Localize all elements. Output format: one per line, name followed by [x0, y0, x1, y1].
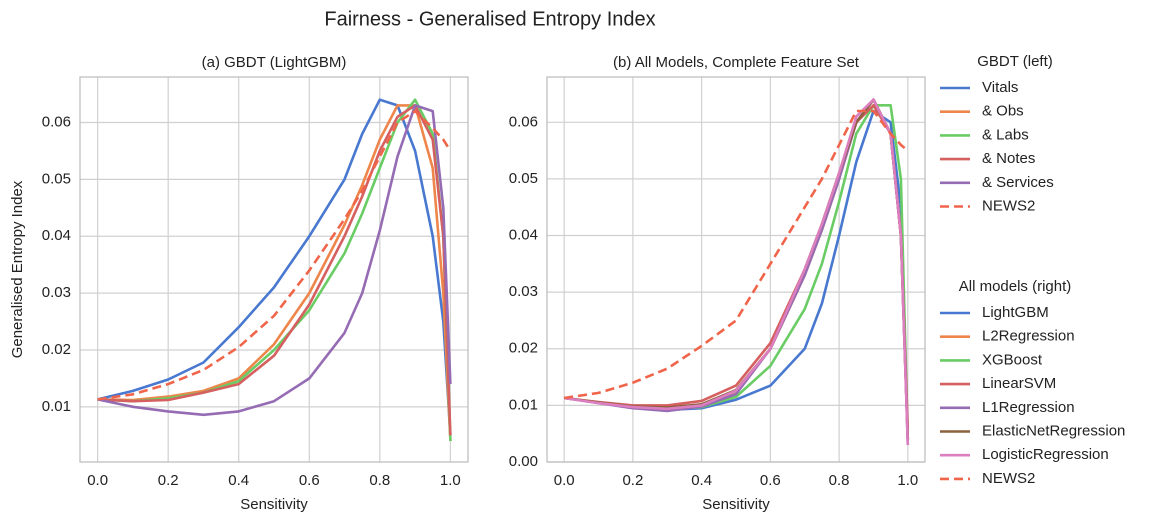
- legend-label: & Notes: [982, 150, 1035, 167]
- x-tick-label: 0.6: [299, 472, 320, 489]
- legend-label: & Obs: [982, 103, 1024, 120]
- x-tick-label: 0.2: [622, 472, 643, 489]
- series-line: [97, 109, 452, 401]
- legend-title: GBDT (left): [977, 53, 1053, 70]
- y-tick-label: 0.01: [42, 398, 71, 415]
- series-line: [97, 104, 452, 436]
- subplot-title: (b) All Models, Complete Feature Set: [613, 54, 860, 71]
- x-axis-label: Sensitivity: [240, 496, 308, 513]
- legend-label: ElasticNetRegression: [982, 422, 1125, 439]
- series-line: [564, 104, 910, 429]
- legend-label: Vitals: [982, 79, 1018, 96]
- series-line: [97, 98, 452, 436]
- y-tick-label: 0.01: [509, 396, 538, 413]
- x-tick-label: 1.0: [440, 472, 461, 489]
- x-axis-label: Sensitivity: [702, 496, 770, 513]
- y-tick-label: 0.04: [509, 226, 538, 243]
- y-tick-label: 0.06: [42, 113, 71, 130]
- legend-label: NEWS2: [982, 197, 1035, 214]
- subplot-title: (a) GBDT (LightGBM): [202, 54, 347, 71]
- y-tick-label: 0.06: [509, 113, 538, 130]
- y-tick-label: 0.05: [509, 170, 538, 187]
- figure-title: Fairness - Generalised Entropy Index: [324, 8, 655, 30]
- x-tick-label: 0.8: [829, 472, 850, 489]
- x-tick-label: 0.4: [228, 472, 249, 489]
- x-tick-label: 0.4: [691, 472, 712, 489]
- y-tick-label: 0.03: [42, 284, 71, 301]
- legend-title: All models (right): [959, 278, 1072, 295]
- x-tick-label: 0.0: [87, 472, 108, 489]
- legend-label: & Labs: [982, 126, 1029, 143]
- legend-label: & Services: [982, 174, 1054, 191]
- y-tick-label: 0.04: [42, 227, 71, 244]
- series-line: [564, 98, 910, 446]
- y-tick-label: 0.00: [509, 453, 538, 470]
- y-tick-label: 0.03: [509, 283, 538, 300]
- x-tick-label: 0.2: [158, 472, 179, 489]
- legend-label: NEWS2: [982, 470, 1035, 487]
- plot-frame: [79, 76, 469, 463]
- legend-label: LogisticRegression: [982, 446, 1109, 463]
- series-line: [564, 109, 909, 400]
- series-line: [97, 98, 452, 442]
- y-tick-label: 0.02: [509, 340, 538, 357]
- legend-label: L1Regression: [982, 399, 1075, 416]
- legend-label: L2Regression: [982, 328, 1075, 345]
- series-line: [97, 104, 452, 442]
- legend-label: LinearSVM: [982, 375, 1056, 392]
- x-tick-label: 0.8: [369, 472, 390, 489]
- legend-label: XGBoost: [982, 351, 1043, 368]
- x-tick-label: 1.0: [897, 472, 918, 489]
- x-tick-label: 0.6: [760, 472, 781, 489]
- y-axis-label: Generalised Entropy Index: [9, 180, 26, 358]
- x-tick-label: 0.0: [554, 472, 575, 489]
- y-tick-label: 0.02: [42, 341, 71, 358]
- series-line: [564, 98, 910, 440]
- series-line: [97, 104, 452, 417]
- y-tick-label: 0.05: [42, 170, 71, 187]
- legend-label: LightGBM: [982, 304, 1049, 321]
- plot-frame: [546, 76, 926, 463]
